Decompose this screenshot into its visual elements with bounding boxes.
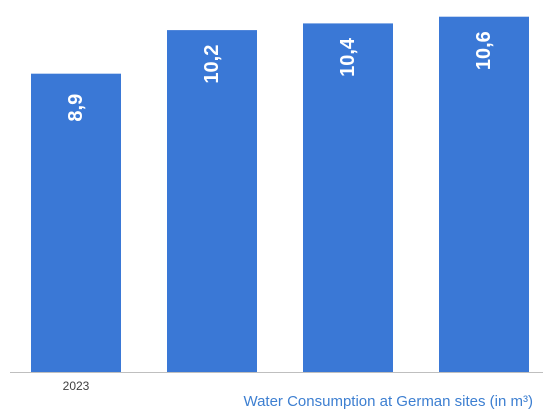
- bars-group: 8,9 10,2 10,4 10,6: [31, 16, 529, 373]
- x-tick-label-1: 2023: [63, 379, 90, 393]
- bar-4: [439, 16, 529, 372]
- bar-value-label-2: 10,2: [201, 45, 223, 84]
- bar-value-label-4: 10,6: [473, 31, 495, 70]
- x-axis-caption: Water Consumption at German sites (in m³…: [243, 393, 533, 410]
- bar-1: [31, 73, 121, 373]
- bar-2: [167, 30, 257, 372]
- bar-value-label-1: 8,9: [65, 94, 87, 122]
- bar-value-label-3: 10,4: [337, 37, 359, 77]
- bar-3: [303, 23, 393, 372]
- x-tick-labels: 2023: [63, 379, 90, 393]
